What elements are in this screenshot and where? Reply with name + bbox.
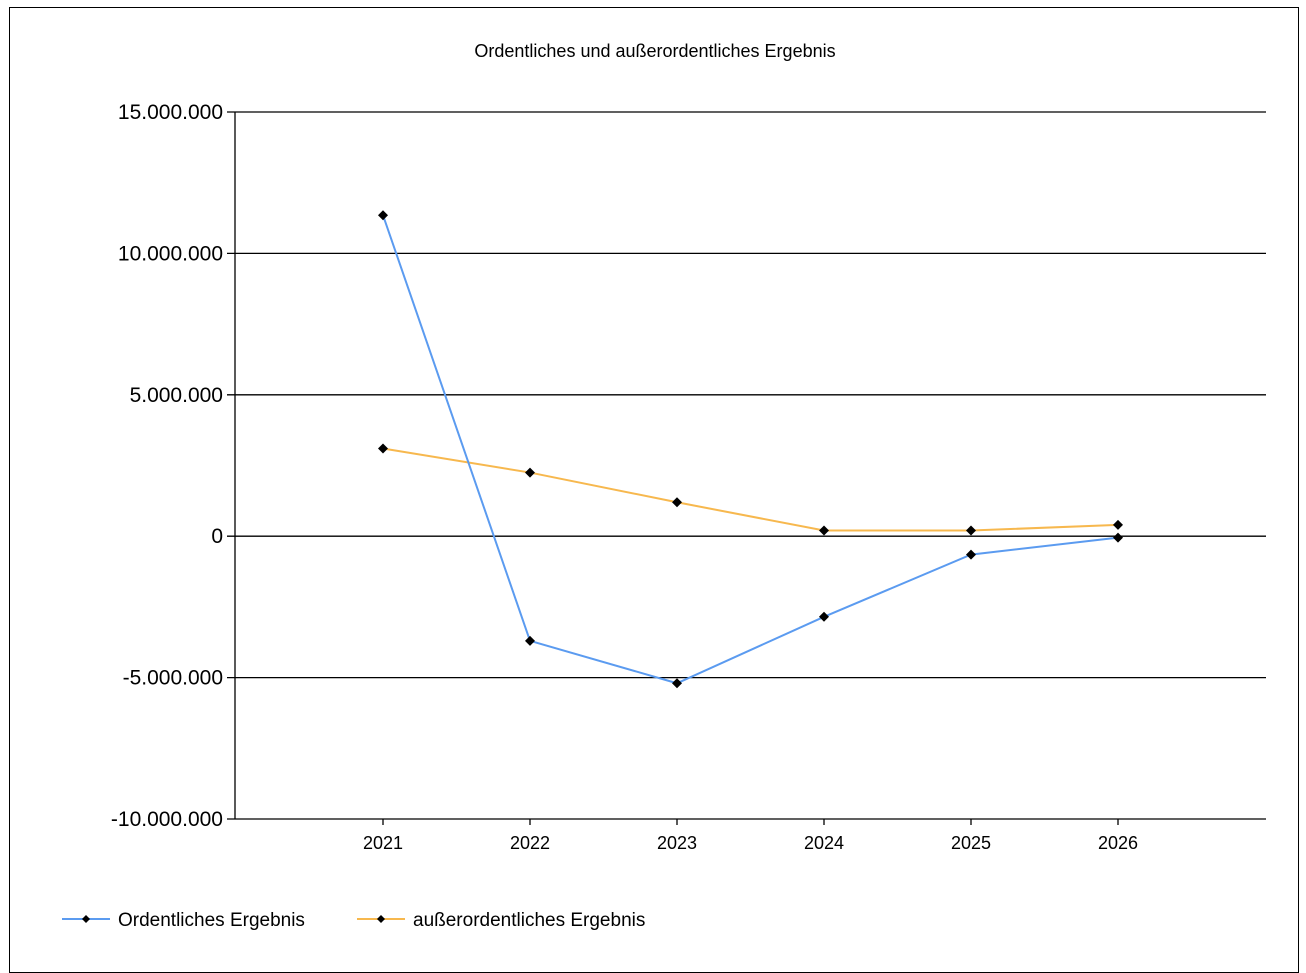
y-tick-label: -5.000.000 (123, 667, 223, 690)
grid-lines (227, 111, 1266, 820)
data-point (525, 635, 535, 646)
y-tick-label: 15.000.000 (118, 101, 223, 124)
x-tick-label: 2026 (1098, 833, 1138, 853)
y-tick-label: 10.000.000 (118, 242, 223, 265)
data-point (819, 525, 829, 536)
legend-label: außerordentliches Ergebnis (413, 910, 645, 931)
chart-frame (9, 7, 1299, 973)
x-axis-ticks: 2021 2022 2023 2024 2025 2026 (363, 819, 1138, 853)
data-point (378, 443, 388, 454)
data-point (819, 611, 829, 622)
y-tick-label: -10.000.000 (111, 808, 223, 831)
data-point (1113, 532, 1123, 543)
series-line (382, 447, 1119, 532)
data-point (672, 678, 682, 689)
data-point (525, 467, 535, 478)
legend-marker (377, 915, 385, 923)
x-tick-label: 2024 (804, 833, 844, 853)
x-tick-label: 2021 (363, 833, 403, 853)
legend-marker (82, 915, 90, 923)
data-point (966, 549, 976, 560)
y-tick-label: 0 (211, 525, 223, 548)
chart-title: Ordentliches und außerordentliches Ergeb… (474, 41, 835, 61)
legend-label: Ordentliches Ergebnis (118, 910, 305, 931)
series-line (382, 214, 1119, 685)
data-point (1113, 519, 1123, 530)
series-layer (378, 210, 1123, 689)
data-point (672, 497, 682, 508)
data-point (966, 525, 976, 536)
legend: Ordentliches Ergebnis außerordentliches E… (62, 910, 645, 931)
y-tick-label: 5.000.000 (130, 384, 223, 407)
x-tick-label: 2023 (657, 833, 697, 853)
y-axis-ticks: 15.000.000 10.000.000 5.000.000 0 -5.000.000… (111, 101, 223, 831)
data-point (378, 210, 388, 221)
x-tick-label: 2025 (951, 833, 991, 853)
x-tick-label: 2022 (510, 833, 550, 853)
